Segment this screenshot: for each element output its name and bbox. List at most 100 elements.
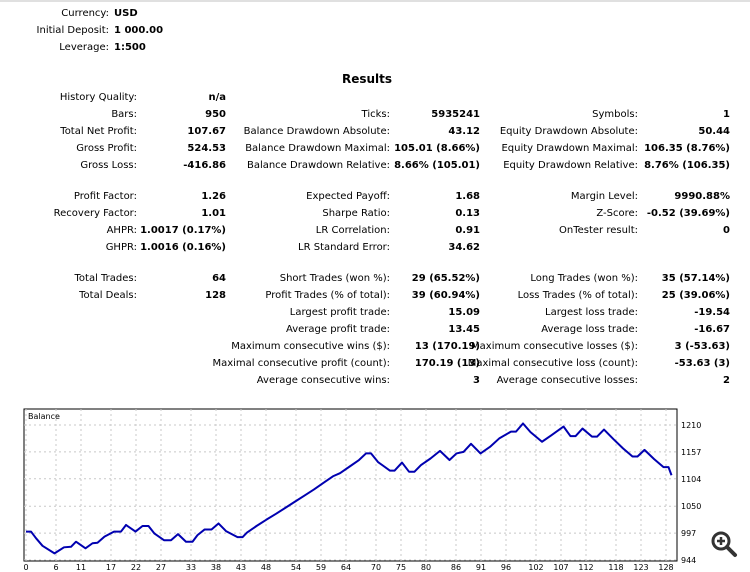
header-value: USD: [114, 8, 138, 19]
stat-label: Sharpe Ratio:: [322, 208, 390, 219]
stat-value: 2: [723, 375, 730, 386]
stat-label: Long Trades (won %):: [530, 273, 638, 284]
stat-label: Recovery Factor:: [53, 208, 137, 219]
stat-value: 170.19 (13): [414, 358, 480, 369]
stat-label: Balance Drawdown Relative:: [246, 160, 390, 171]
stat-label: Total Trades:: [74, 273, 138, 284]
balance-chart: 0 6 11 17 22 27 33 38 43 48 54 59 64 70 75 80 86 91 96 102 1…: [23, 408, 701, 572]
stat-value: 64: [212, 273, 226, 284]
stat-value: 3 (-53.63): [674, 341, 730, 352]
x-tick-label: 6: [53, 563, 58, 572]
stat-value: 1.0016 (0.16%): [140, 242, 226, 253]
x-tick-label: 64: [341, 563, 351, 572]
x-tick-label: 22: [131, 563, 141, 572]
stat-label: Profit Trades (% of total):: [265, 290, 390, 301]
stat-label: Total Net Profit:: [60, 126, 137, 137]
stat-value: 8.76% (106.35): [644, 160, 730, 171]
stat-value: 0: [723, 225, 730, 236]
stat-label: Balance Drawdown Absolute:: [243, 126, 390, 137]
stat-value: 39 (60.94%): [411, 290, 480, 301]
stat-value: 25 (39.06%): [661, 290, 730, 301]
stat-label: Equity Drawdown Maximal:: [501, 143, 638, 154]
stat-label: Expected Payoff:: [306, 191, 390, 202]
x-tick-label: 96: [501, 563, 511, 572]
stat-value: 50.44: [698, 126, 730, 137]
x-tick-label: 107: [553, 563, 568, 572]
stat-value: 13.45: [448, 324, 480, 335]
stat-value: 1.0017 (0.17%): [140, 225, 226, 236]
stat-value: 106.35 (8.76%): [644, 143, 730, 154]
stat-value: -16.67: [694, 324, 730, 335]
stat-value: 15.09: [448, 307, 480, 318]
stat-value: -53.63 (3): [674, 358, 730, 369]
x-tick-label: 123: [633, 563, 648, 572]
stat-value: 1.26: [201, 191, 226, 202]
stat-label: Average consecutive wins:: [256, 375, 390, 386]
stat-value: 524.53: [187, 143, 226, 154]
x-tick-label: 112: [578, 563, 593, 572]
stat-value: 3: [473, 375, 480, 386]
stat-label: Maximum consecutive wins ($):: [231, 341, 390, 352]
balance-line: [26, 422, 673, 555]
y-tick-label: 1157: [681, 448, 701, 457]
stat-label: LR Correlation:: [315, 225, 390, 236]
stat-value: 128: [205, 290, 226, 301]
stat-value: 950: [205, 109, 226, 120]
x-tick-label: 17: [106, 563, 116, 572]
y-tick-label: 1104: [681, 475, 701, 484]
x-tick-label: 43: [236, 563, 246, 572]
y-tick-label: 1050: [681, 502, 701, 511]
stat-value: 29 (65.52%): [411, 273, 480, 284]
x-tick-label: 128: [658, 563, 673, 572]
stat-label: Loss Trades (% of total):: [517, 290, 638, 301]
zoom-in-icon: [711, 531, 737, 557]
stat-label: Average profit trade:: [285, 324, 390, 335]
stat-value: 5935241: [431, 109, 480, 120]
zoom-in-button[interactable]: [710, 530, 738, 558]
stat-label: Gross Profit:: [76, 143, 137, 154]
stat-label: History Quality:: [59, 92, 137, 103]
x-tick-label: 54: [291, 563, 301, 572]
stat-value: 43.12: [448, 126, 480, 137]
x-tick-label: 27: [156, 563, 166, 572]
stat-label: LR Standard Error:: [298, 242, 390, 253]
stat-label: GHPR:: [105, 242, 137, 253]
stat-value: 0.13: [455, 208, 480, 219]
stat-label: Maximal consecutive profit (count):: [212, 358, 390, 369]
stat-label: Margin Level:: [570, 191, 638, 202]
stat-value: 1.01: [201, 208, 226, 219]
stat-label: Balance Drawdown Maximal:: [245, 143, 390, 154]
stat-label: Maximum consecutive losses ($):: [471, 341, 638, 352]
stat-label: Largest loss trade:: [545, 307, 638, 318]
x-tick-label: 33: [186, 563, 196, 572]
stat-label: Ticks:: [361, 109, 390, 120]
stat-label: OnTester result:: [558, 225, 638, 236]
top-border: [0, 0, 750, 2]
stat-value: -0.52 (39.69%): [646, 208, 730, 219]
header-value: 1 000.00: [114, 25, 164, 36]
stat-label: Equity Drawdown Absolute:: [499, 126, 638, 137]
stat-label: Bars:: [111, 109, 137, 120]
header-label: Leverage:: [59, 42, 109, 53]
x-tick-label: 91: [476, 563, 486, 572]
x-tick-label: 59: [316, 563, 326, 572]
stat-label: Profit Factor:: [73, 191, 137, 202]
stat-value: 105.01 (8.66%): [394, 143, 480, 154]
stat-value: 107.67: [187, 126, 226, 137]
x-tick-label: 11: [76, 563, 86, 572]
stat-value: 1.68: [455, 191, 480, 202]
chart-title: Balance: [28, 412, 60, 421]
stat-label: Average loss trade:: [541, 324, 638, 335]
stat-label: Largest profit trade:: [289, 307, 390, 318]
stat-value: 34.62: [448, 242, 480, 253]
x-tick-label: 118: [608, 563, 623, 572]
y-tick-label: 997: [681, 529, 696, 538]
stat-label: Short Trades (won %):: [279, 273, 390, 284]
x-tick-label: 0: [23, 563, 28, 572]
x-tick-label: 75: [396, 563, 406, 572]
stat-value: 0.91: [455, 225, 480, 236]
stat-label: AHPR:: [106, 225, 137, 236]
x-tick-label: 80: [421, 563, 431, 572]
y-tick-label: 1210: [681, 421, 701, 430]
stat-value: 1: [723, 109, 730, 120]
